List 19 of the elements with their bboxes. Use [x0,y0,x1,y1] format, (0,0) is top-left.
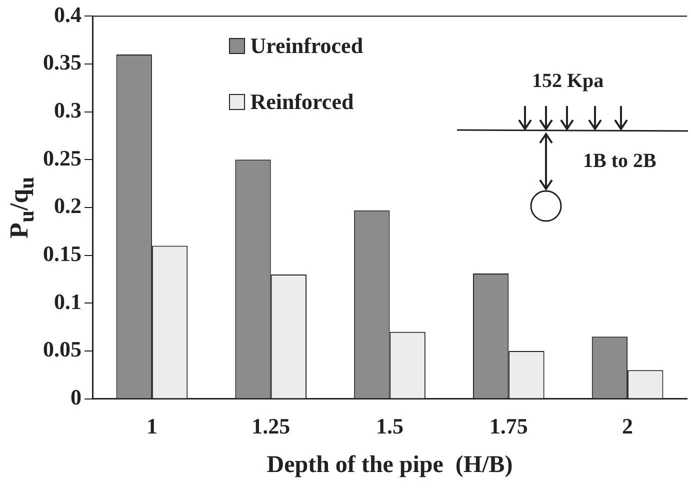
annotation: 1B to 2B [583,150,656,173]
y-tick-label: 0.25 [43,145,82,170]
y-tick-label: 0.15 [43,241,82,266]
x-tick-label: 1 [146,414,158,439]
legend-label: Ureinfroced [250,32,364,59]
x-tick-label: 2 [622,414,634,439]
y-tick-label: 0 [70,384,82,410]
y-tick-label: 0.35 [43,50,82,75]
y-tick-label: 0.3 [54,98,82,123]
y-tick-label: 0.1 [54,288,82,314]
legend-label: Reinforced [250,88,354,115]
y-tick-label: 0.05 [43,336,82,362]
annotation: 152 Kpa [532,70,604,93]
x-axis-title: Depth of the pipe (H/B) [266,452,513,478]
x-tick-label: 1.75 [489,414,528,439]
x-tick-label: 1.25 [252,414,290,439]
y-tick-label: 0.4 [54,2,82,27]
x-tick-label: 1.5 [376,414,404,439]
y-tick-label: 0.2 [54,193,82,218]
